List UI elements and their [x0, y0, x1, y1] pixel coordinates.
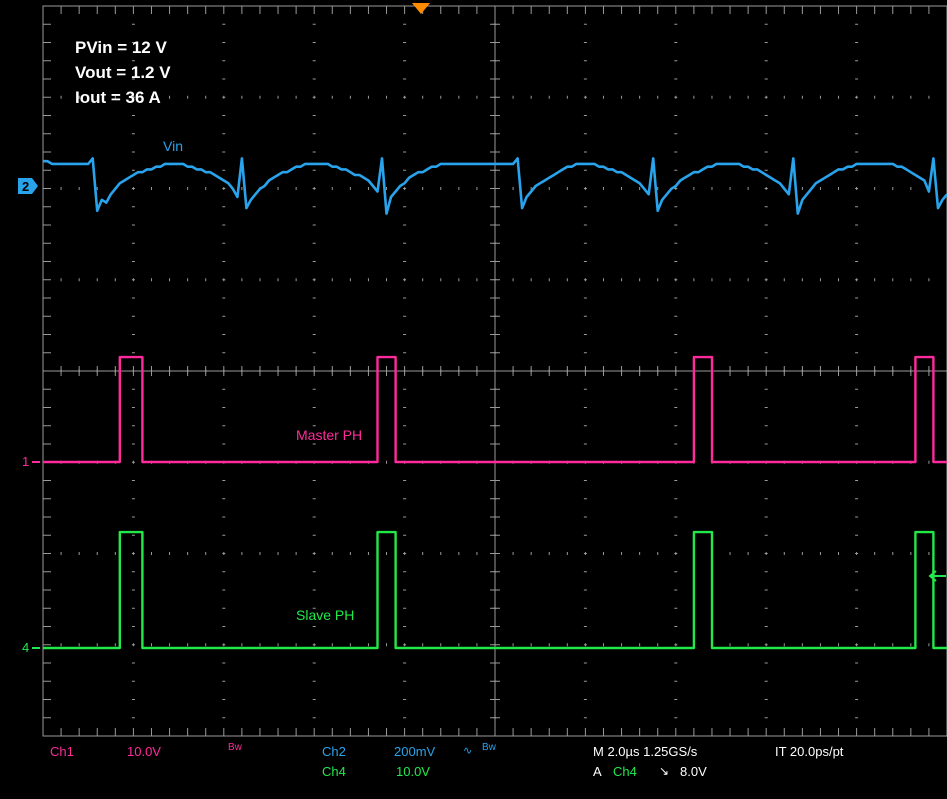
trigger-position-marker [412, 3, 430, 14]
ch4-label: Ch4 [322, 764, 346, 779]
trigger-slope-icon: ↘ [659, 764, 670, 778]
ch4-scale: 10.0V [396, 764, 430, 779]
waveform-traces [0, 157, 947, 650]
trigger-source: Ch4 [613, 764, 637, 779]
trigger-prefix: A [593, 764, 602, 779]
series-label-vin: Vin [163, 138, 183, 154]
ch1-scale: 10.0V [127, 744, 161, 759]
ch2-coupling-icon: ∿ [463, 745, 473, 757]
ch2-ground-marker [18, 178, 38, 194]
ch2-marker-label: 2 [22, 179, 30, 194]
ch2-scale: 200mV [394, 744, 436, 759]
ch1-label: Ch1 [50, 744, 74, 759]
trigger-level-arrowhead [928, 570, 937, 582]
ch2-label: Ch2 [322, 744, 346, 759]
trigger-level: 8.0V [680, 764, 707, 779]
ch1-bandwidth-limit: Bw [228, 742, 242, 753]
ch1-marker-label: 1 [22, 454, 30, 469]
graticule [42, 5, 947, 737]
timebase-readout: M 2.0µs 1.25GS/s [593, 744, 698, 759]
annotation-iout: Iout = 36 A [75, 88, 161, 107]
series-label-slave-ph: Slave PH [296, 607, 355, 623]
annotation-pvin: PVin = 12 V [75, 38, 167, 57]
annotation-vout: Vout = 1.2 V [75, 63, 171, 82]
interval-readout: IT 20.0ps/pt [775, 744, 844, 759]
ch2-bandwidth-limit: Bw [482, 742, 496, 753]
ch4-marker-label: 4 [22, 640, 30, 655]
series-label-master-ph: Master PH [296, 427, 363, 443]
